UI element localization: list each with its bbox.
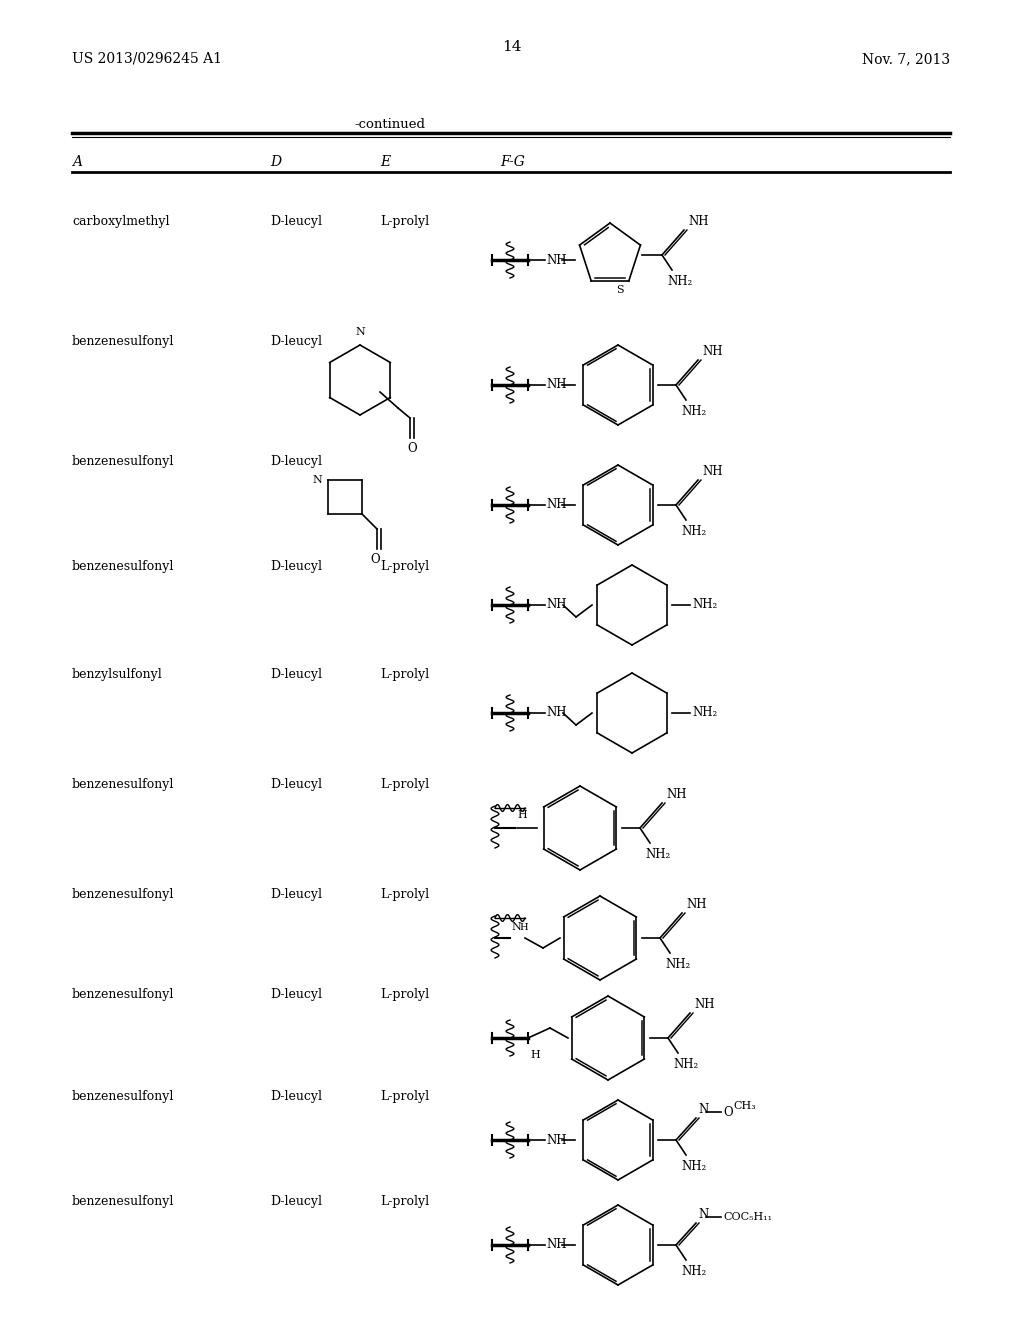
Text: D-leucyl: D-leucyl [270,560,322,573]
Text: NH: NH [694,998,715,1011]
Text: N: N [312,475,322,484]
Text: Nov. 7, 2013: Nov. 7, 2013 [862,51,950,66]
Text: D-leucyl: D-leucyl [270,1090,322,1104]
Text: NH₂: NH₂ [645,847,671,861]
Text: NH: NH [546,499,566,511]
Text: O: O [371,553,380,566]
Text: L-prolyl: L-prolyl [380,987,429,1001]
Text: benzenesulfonyl: benzenesulfonyl [72,987,174,1001]
Text: E: E [380,154,390,169]
Text: benzenesulfonyl: benzenesulfonyl [72,1195,174,1208]
Text: D-leucyl: D-leucyl [270,888,322,902]
Text: N: N [698,1104,709,1115]
Text: NH₂: NH₂ [692,598,717,611]
Text: F-G: F-G [500,154,525,169]
Text: A: A [72,154,82,169]
Text: NH: NH [546,598,566,611]
Text: carboxylmethyl: carboxylmethyl [72,215,170,228]
Text: D-leucyl: D-leucyl [270,1195,322,1208]
Text: L-prolyl: L-prolyl [380,777,429,791]
Text: NH₂: NH₂ [681,1160,707,1173]
Text: NH₂: NH₂ [681,525,707,539]
Text: NH₂: NH₂ [681,405,707,418]
Text: O: O [408,442,417,455]
Text: D-leucyl: D-leucyl [270,668,322,681]
Text: -continued: -continued [354,117,426,131]
Text: NH: NH [702,345,723,358]
Text: H: H [517,810,526,820]
Text: L-prolyl: L-prolyl [380,560,429,573]
Text: H: H [519,923,527,932]
Text: CH₃: CH₃ [733,1101,756,1111]
Text: NH₂: NH₂ [681,1265,707,1278]
Text: NH: NH [546,706,566,719]
Text: D-leucyl: D-leucyl [270,215,322,228]
Text: N: N [511,921,521,932]
Text: L-prolyl: L-prolyl [380,1090,429,1104]
Text: NH: NH [702,465,723,478]
Text: NH: NH [666,788,686,801]
Text: D-leucyl: D-leucyl [270,335,322,348]
Text: 14: 14 [502,40,522,54]
Text: COC₅H₁₁: COC₅H₁₁ [723,1212,772,1222]
Text: US 2013/0296245 A1: US 2013/0296245 A1 [72,51,222,66]
Text: NH₂: NH₂ [673,1059,698,1071]
Text: N: N [355,327,365,337]
Text: D-leucyl: D-leucyl [270,777,322,791]
Text: NH₂: NH₂ [667,275,692,288]
Text: L-prolyl: L-prolyl [380,888,429,902]
Text: benzenesulfonyl: benzenesulfonyl [72,560,174,573]
Text: NH₂: NH₂ [665,958,690,972]
Text: D-leucyl: D-leucyl [270,455,322,469]
Text: NH₂: NH₂ [692,706,717,719]
Text: D-leucyl: D-leucyl [270,987,322,1001]
Text: N: N [698,1208,709,1221]
Text: NH: NH [546,1238,566,1251]
Text: benzenesulfonyl: benzenesulfonyl [72,1090,174,1104]
Text: benzenesulfonyl: benzenesulfonyl [72,335,174,348]
Text: L-prolyl: L-prolyl [380,668,429,681]
Text: NH: NH [686,898,707,911]
Text: NH: NH [546,253,566,267]
Text: H: H [530,1049,540,1060]
Text: benzenesulfonyl: benzenesulfonyl [72,888,174,902]
Text: benzenesulfonyl: benzenesulfonyl [72,777,174,791]
Text: NH: NH [546,1134,566,1147]
Text: NH: NH [688,215,709,228]
Text: O: O [723,1106,732,1118]
Text: D: D [270,154,282,169]
Text: NH: NH [546,379,566,392]
Text: benzenesulfonyl: benzenesulfonyl [72,455,174,469]
Text: L-prolyl: L-prolyl [380,215,429,228]
Text: L-prolyl: L-prolyl [380,1195,429,1208]
Text: S: S [615,285,624,296]
Text: benzylsulfonyl: benzylsulfonyl [72,668,163,681]
